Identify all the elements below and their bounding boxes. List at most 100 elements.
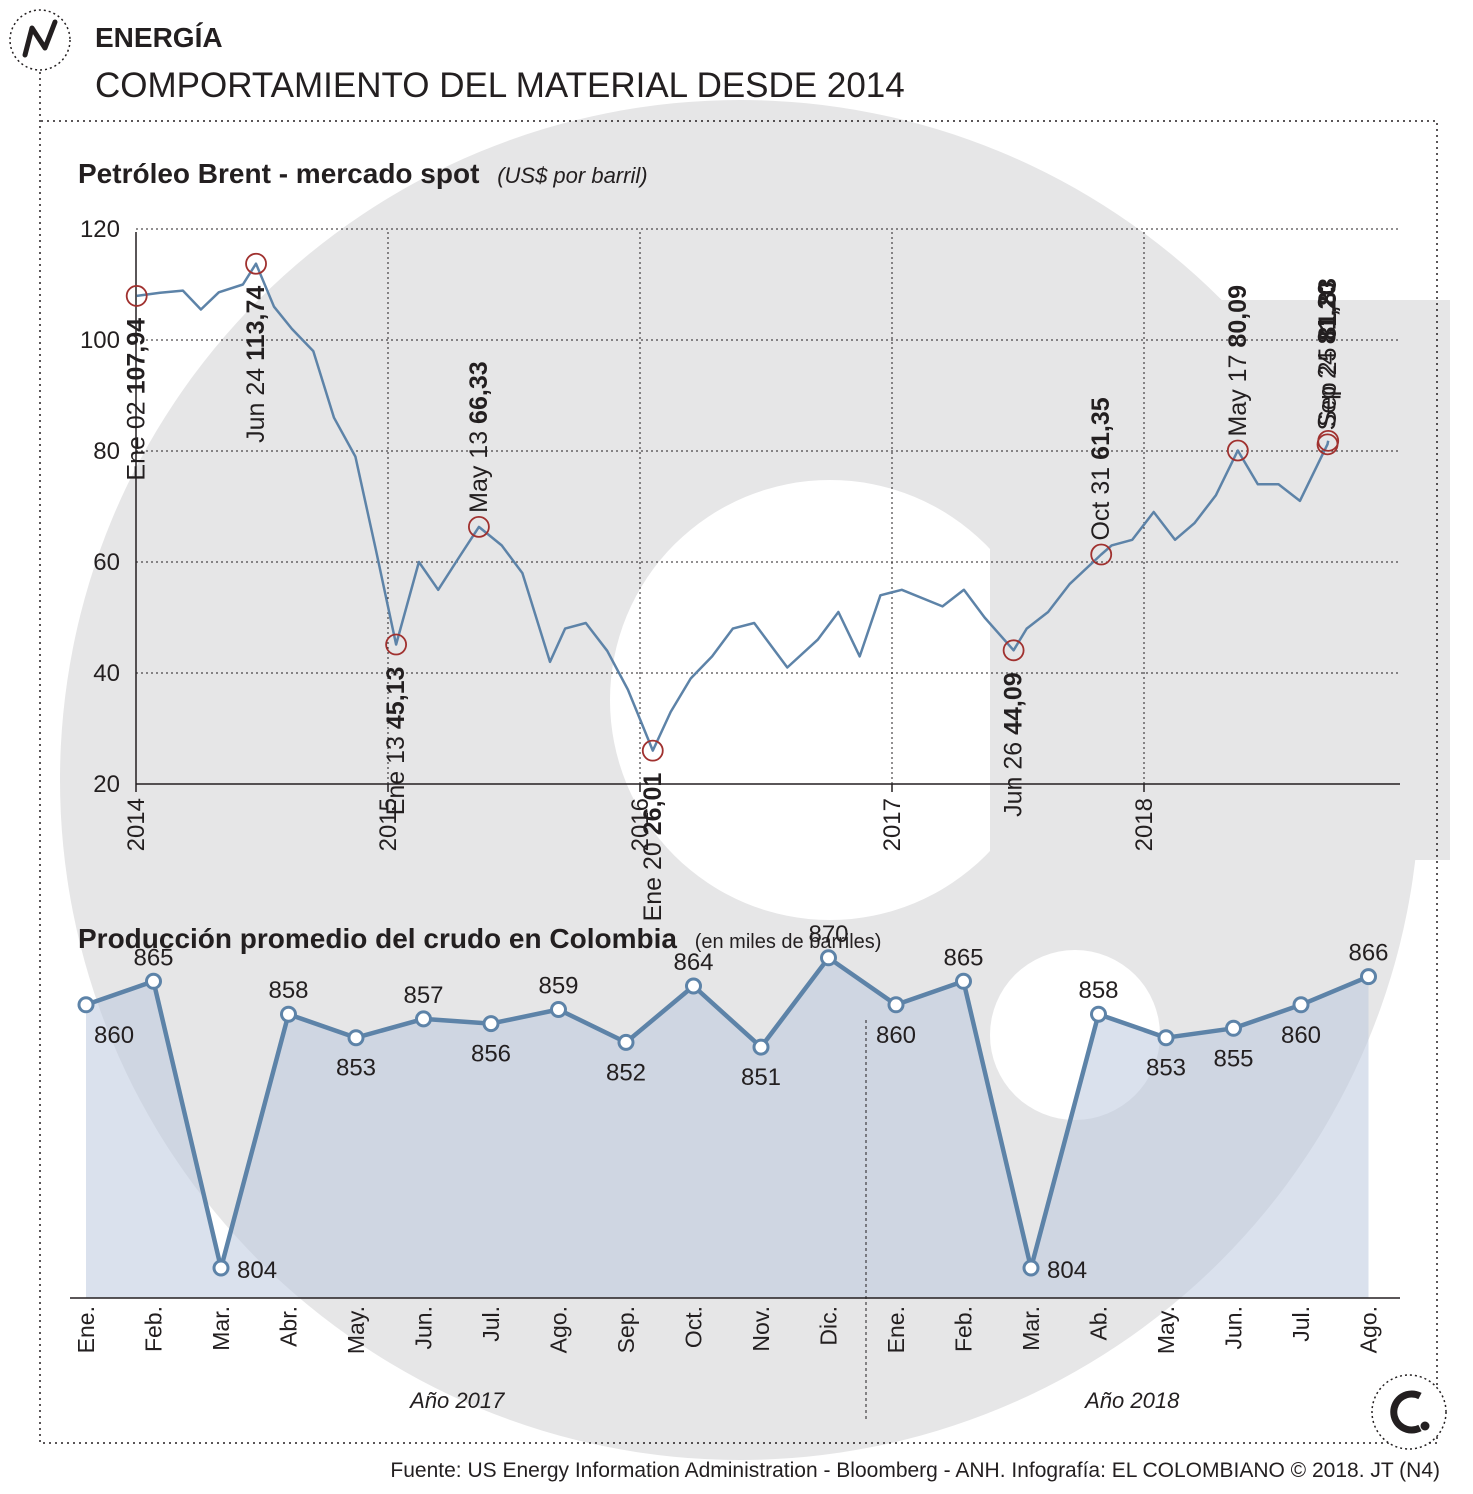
brent-annotation-marker: [385, 633, 408, 656]
production-point: [145, 972, 162, 990]
brent-annotation-marker: [245, 252, 267, 275]
brent-y-tick-label: 60: [93, 549, 120, 576]
production-category-label: Ene.: [73, 1306, 99, 1353]
annotation-date: May 13: [465, 424, 493, 513]
brent-y-tick-label: 120: [80, 216, 120, 243]
production-data-label: 858: [268, 977, 308, 1004]
brent-y-tick-label: 20: [93, 771, 120, 798]
annotation-value: 107,94: [123, 318, 151, 395]
production-category-label: Jun.: [1221, 1306, 1247, 1349]
production-category-label: Jul.: [478, 1306, 504, 1342]
production-category-label: Ene.: [883, 1306, 909, 1353]
annotation-value: 81,83: [1314, 278, 1342, 341]
logo-c-icon: [1390, 1390, 1422, 1434]
production-point: [77, 996, 95, 1014]
production-data-label: 853: [1146, 1055, 1186, 1082]
source-footer: Fuente: US Energy Information Administra…: [390, 1459, 1440, 1482]
annotation-date: Sep 25: [1314, 341, 1342, 427]
brent-annotation-label: May 13 66,33: [465, 361, 493, 513]
annotation-date: Oct 31: [1087, 460, 1115, 541]
section-label: ENERGÍA: [95, 22, 223, 53]
brent-subtitle-text: (US$ por barril): [497, 163, 647, 188]
production-category-label: Ago.: [1356, 1306, 1382, 1353]
brent-y-tick-label: 100: [80, 327, 120, 354]
brent-y-tick-label: 40: [93, 660, 120, 687]
brent-ticks: 20 40 60 80 100 120 2014 2015 2016 2017 2018: [80, 216, 1158, 851]
trend-icon: [22, 19, 58, 58]
brent-annotation-marker: [1002, 639, 1025, 662]
page-title: COMPORTAMIENTO DEL MATERIAL DESDE 2014: [95, 66, 905, 105]
production-point: [347, 1029, 365, 1047]
production-category-label: Dic.: [816, 1306, 842, 1346]
brent-annotation-label: Jun 24 113,74: [242, 286, 270, 443]
production-point: [550, 1001, 567, 1018]
production-data-label: 865: [943, 944, 983, 971]
header: ENERGÍA COMPORTAMIENTO DEL MATERIAL DESD…: [9, 9, 905, 105]
production-data-label: 865: [133, 944, 173, 971]
production-marks: 860 865 804 858 853 857 856 859 852 864 851 870 860 8…: [77, 921, 1389, 1284]
production-category-label: May.: [1153, 1306, 1179, 1354]
production-data-label: 857: [403, 982, 443, 1009]
brent-x-tick-label: 2018: [1131, 798, 1158, 851]
production-category-label: Sep.: [613, 1306, 639, 1353]
annotation-value: 81,20: [1314, 282, 1342, 345]
production-data-label: 804: [1047, 1257, 1087, 1284]
production-title-text: Producción promedio del crudo en Colombi…: [78, 923, 677, 954]
production-category-label: Mar.: [1018, 1306, 1044, 1351]
production-point: [415, 1010, 432, 1028]
annotation-value: 113,74: [242, 286, 270, 361]
production-point: [482, 1015, 500, 1033]
brent-annotation-marker: [1090, 543, 1113, 566]
production-point: [1292, 996, 1310, 1014]
annotation-date: May 17: [1224, 348, 1252, 437]
production-category-label: Ab.: [1086, 1306, 1112, 1341]
annotation-value: 26,01: [639, 773, 667, 836]
annotation-value: 80,09: [1224, 285, 1252, 348]
production-data-label: 866: [1348, 940, 1388, 967]
production-point: [685, 977, 702, 995]
production-category-label: Jul.: [1288, 1306, 1314, 1342]
production-category-label: Feb.: [951, 1306, 977, 1352]
production-point: [617, 1033, 635, 1051]
production-category-label: Oct.: [681, 1306, 707, 1348]
production-point: [1090, 1005, 1107, 1023]
brent-annotation-label: Ene 13 45,13: [382, 667, 410, 816]
brent-x-tick-label: 2015: [375, 798, 402, 851]
production-data-label: 864: [673, 949, 713, 976]
annotation-date: Jun 26: [1000, 735, 1028, 817]
production-category-label: Jun.: [411, 1306, 437, 1349]
brent-annotation-marker: [467, 515, 490, 538]
annotation-date: Jun 24: [242, 361, 270, 443]
brent-annotation-label: Oct 31 61,35: [1087, 397, 1115, 540]
production-data-label: 860: [876, 1022, 916, 1049]
production-point: [752, 1038, 770, 1056]
production-chart: Producción promedio del crudo en Colombi…: [70, 921, 1400, 1420]
production-point: [1022, 1259, 1040, 1277]
production-data-label: 853: [336, 1055, 376, 1082]
production-category-label: Feb.: [141, 1306, 167, 1352]
production-data-label: 855: [1213, 1045, 1253, 1072]
brent-annotation-marker: [641, 739, 664, 762]
production-category-label: May.: [343, 1306, 369, 1354]
production-point: [1157, 1029, 1175, 1047]
brent-annotation-label: Ene 02 107,94: [123, 318, 151, 481]
production-category-label: Abr.: [276, 1306, 302, 1347]
production-category-label: Ago.: [546, 1306, 572, 1353]
production-point: [820, 949, 837, 967]
brent-annotation-label: Sep 24 81,20: [1314, 282, 1342, 431]
brent-annotation-marker: [1226, 439, 1249, 462]
annotation-value: 66,33: [465, 361, 493, 424]
brent-annotation-marker: [125, 285, 148, 307]
production-point: [212, 1259, 230, 1277]
brent-annotation-label: Sep 25 81,83: [1314, 278, 1342, 427]
production-point: [1225, 1019, 1242, 1037]
annotation-date: Ene 20: [639, 835, 667, 921]
brent-annotation-label: Jun 26 44,09: [1000, 672, 1028, 817]
production-category-label: Nov.: [748, 1306, 774, 1352]
production-data-label: 859: [538, 973, 578, 1000]
annotation-date: Ene 02: [123, 394, 151, 480]
brent-annotation-marker: [1317, 429, 1340, 452]
annotation-value: 45,13: [382, 667, 410, 730]
production-data-label: 858: [1078, 977, 1118, 1004]
